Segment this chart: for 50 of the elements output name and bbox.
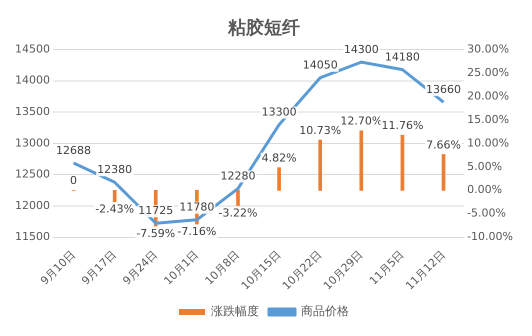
data-label: 14050 [302, 58, 338, 72]
x-tick-label: 10月1日 [161, 248, 202, 288]
data-label: 4.82% [262, 152, 297, 165]
bar [359, 130, 364, 191]
data-label: 11.76% [381, 119, 424, 132]
x-tick-label: 9月10日 [38, 248, 78, 288]
legend-label: 涨跌幅度 [211, 304, 259, 318]
x-tick-label: 9月17日 [79, 248, 119, 288]
bar [442, 154, 446, 191]
data-label: 12380 [97, 163, 132, 176]
data-label: 13300 [262, 106, 297, 119]
data-label: 0 [70, 174, 78, 188]
y-tick-label: 12000 [14, 198, 50, 212]
chart-title: 粘胶短纤 [227, 17, 300, 38]
y2-tick-label: 5.00% [467, 160, 502, 173]
data-label: -3.22% [218, 206, 258, 220]
data-label: 13660 [426, 83, 462, 96]
y-tick-label: 14500 [14, 42, 50, 56]
data-label: 12280 [220, 169, 256, 182]
data-label: -2.43% [95, 202, 134, 216]
y2-tick-label: 0.00% [467, 183, 502, 196]
x-tick-label: 9月24日 [120, 248, 160, 288]
y-tick-label: 13000 [14, 136, 50, 150]
data-label: 11725 [138, 204, 174, 218]
y2-tick-label: -5.00% [467, 206, 506, 220]
y2-tick-label: 10.00% [467, 136, 510, 150]
y2-tick-label: 20.00% [467, 89, 510, 102]
y-tick-label: 11500 [14, 230, 50, 244]
data-label: 14300 [344, 42, 379, 56]
data-label: 7.66% [426, 138, 462, 152]
data-label: -7.16% [177, 224, 216, 238]
y-tick-label: 14000 [14, 74, 50, 87]
bar [318, 140, 322, 191]
bar [236, 190, 240, 206]
y2-tick-label: 25.00% [467, 66, 510, 79]
bar [400, 134, 404, 191]
bar [277, 167, 281, 191]
y2-tick-label: 30.00% [467, 42, 510, 56]
y2-tick-label: -10.00% [467, 230, 514, 244]
legend-label: 商品价格 [301, 304, 349, 318]
data-label: 10.73% [299, 124, 342, 137]
data-label: 11780 [179, 200, 214, 214]
data-label: 12.70% [340, 114, 382, 128]
y2-tick-label: 15.00% [467, 112, 510, 126]
data-label: 14180 [384, 50, 420, 64]
data-label: 12688 [56, 144, 92, 157]
y-tick-label: 13500 [14, 105, 50, 118]
bar [112, 190, 116, 202]
y-tick-label: 12500 [14, 168, 50, 181]
data-label: -7.59% [136, 226, 176, 240]
